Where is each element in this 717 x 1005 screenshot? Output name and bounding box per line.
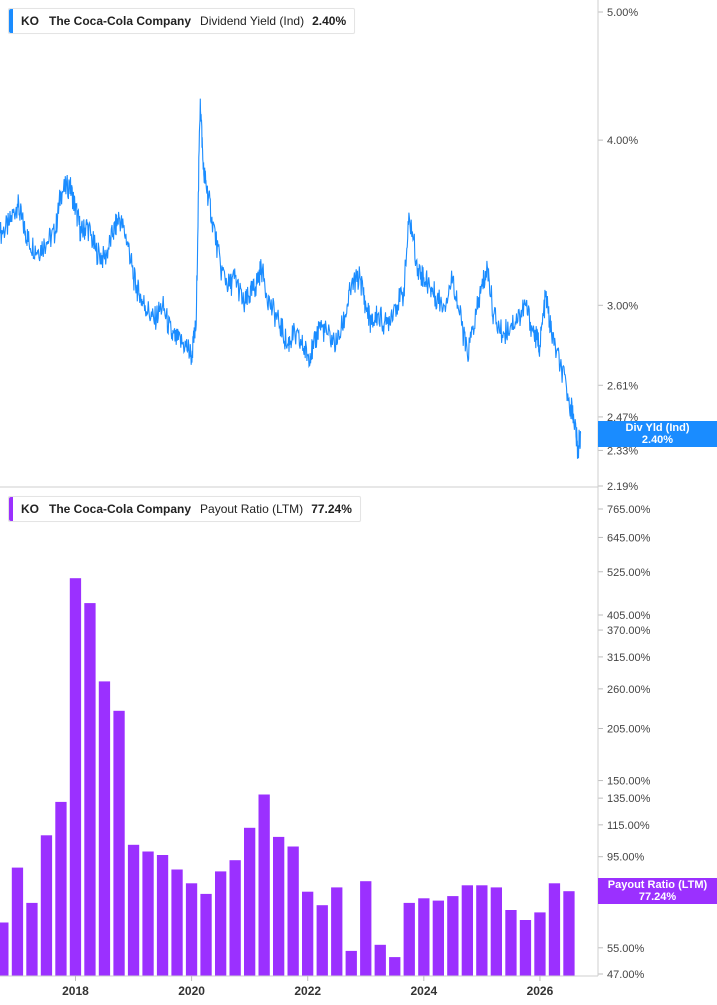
payout-ratio-bar bbox=[331, 887, 343, 976]
payout-ratio-y-axis: 765.00% 645.00% 525.00% 405.00% 370.00% 315.0… bbox=[598, 504, 651, 981]
dividend-yield-line bbox=[0, 98, 582, 459]
payout-ratio-bar bbox=[69, 578, 82, 976]
payout-ratio-bar bbox=[505, 910, 517, 976]
payout-ratio-bar bbox=[302, 891, 314, 976]
payout-ratio-bar bbox=[215, 871, 227, 976]
payout-ratio-bar bbox=[0, 922, 9, 976]
payout-ratio-bar bbox=[360, 881, 372, 976]
y-tick-label: 115.00% bbox=[607, 820, 650, 832]
payout-ratio-bar bbox=[84, 603, 96, 976]
payout-ratio-legend: KO The Coca-Cola Company Payout Ratio (L… bbox=[8, 496, 361, 522]
y-tick-label: 315.00% bbox=[607, 652, 651, 664]
y-tick-label: 765.00% bbox=[607, 504, 651, 516]
badge-label: Div Yld (Ind) bbox=[625, 422, 690, 434]
payout-ratio-bar bbox=[11, 867, 24, 976]
payout-ratio-bar bbox=[389, 957, 401, 976]
x-tick-label: 2024 bbox=[410, 984, 437, 998]
payout-ratio-bar bbox=[98, 681, 111, 976]
payout-ratio-bar bbox=[244, 827, 256, 976]
y-tick-label: 95.00% bbox=[607, 852, 645, 864]
payout-ratio-bar bbox=[374, 944, 386, 976]
y-tick-label: 5.00% bbox=[607, 7, 638, 19]
dividend-yield-current-badge: Div Yld (Ind) 2.40% bbox=[598, 421, 717, 447]
y-tick-label: 4.00% bbox=[607, 135, 638, 147]
badge-value: 2.40% bbox=[641, 434, 674, 446]
y-tick-label: 645.00% bbox=[607, 532, 651, 544]
y-tick-label: 2.47% bbox=[607, 412, 638, 424]
y-tick-label: 370.00% bbox=[607, 625, 651, 637]
payout-ratio-bar bbox=[113, 710, 125, 976]
y-tick-label: 3.00% bbox=[607, 300, 638, 312]
y-tick-label: 55.00% bbox=[607, 943, 645, 955]
payout-ratio-bar bbox=[432, 900, 444, 976]
payout-ratio-bar bbox=[447, 896, 459, 976]
y-tick-label: 405.00% bbox=[607, 610, 651, 622]
x-tick-label: 2026 bbox=[527, 984, 554, 998]
dividend-yield-panel: 5.00% 4.00% 3.00% 2.61% 2.47% 2.33% 2.19% bbox=[0, 7, 638, 493]
legend-color-swatch bbox=[9, 9, 13, 33]
legend-company: The Coca-Cola Company bbox=[49, 502, 192, 516]
payout-ratio-bar bbox=[229, 860, 241, 976]
payout-ratio-bar bbox=[490, 887, 502, 976]
payout-ratio-bar bbox=[316, 905, 328, 976]
payout-ratio-bar bbox=[26, 902, 38, 976]
payout-ratio-bar bbox=[156, 855, 169, 976]
legend-value: 2.40% bbox=[312, 14, 347, 28]
payout-ratio-bar bbox=[287, 846, 299, 976]
legend-metric: Payout Ratio (LTM) bbox=[200, 502, 304, 516]
payout-ratio-bar bbox=[476, 885, 488, 976]
payout-ratio-bar bbox=[171, 869, 183, 976]
legend-metric: Dividend Yield (Ind) bbox=[200, 14, 305, 28]
y-tick-label: 47.00% bbox=[607, 969, 645, 981]
legend-color-swatch bbox=[9, 497, 13, 521]
badge-value: 77.24% bbox=[638, 891, 677, 903]
badge-label: Payout Ratio (LTM) bbox=[607, 879, 708, 891]
payout-ratio-bar bbox=[418, 898, 430, 976]
payout-ratio-bar bbox=[548, 883, 561, 976]
legend-ticker: KO bbox=[21, 14, 39, 28]
x-tick-label: 2022 bbox=[294, 984, 321, 998]
y-tick-label: 150.00% bbox=[607, 776, 651, 788]
payout-ratio-bar bbox=[345, 950, 357, 976]
legend-company: The Coca-Cola Company bbox=[49, 14, 192, 28]
x-axis-ticks: 2018 2020 2022 2024 2026 bbox=[62, 976, 554, 998]
payout-ratio-bar bbox=[563, 891, 575, 976]
payout-ratio-panel: 765.00% 645.00% 525.00% 405.00% 370.00% 315.0… bbox=[0, 504, 651, 981]
y-tick-label: 2.33% bbox=[607, 445, 638, 457]
x-tick-label: 2018 bbox=[62, 984, 89, 998]
dividend-yield-y-axis: 5.00% 4.00% 3.00% 2.61% 2.47% 2.33% 2.19% bbox=[598, 7, 638, 493]
payout-ratio-bar bbox=[403, 902, 415, 976]
payout-ratio-bar bbox=[185, 883, 198, 976]
legend-value: 77.24% bbox=[311, 502, 352, 516]
payout-ratio-bar bbox=[519, 920, 532, 976]
x-tick-label: 2020 bbox=[178, 984, 205, 998]
y-tick-label: 2.61% bbox=[607, 380, 638, 392]
y-tick-label: 135.00% bbox=[607, 793, 651, 805]
payout-ratio-bar bbox=[200, 893, 212, 976]
payout-ratio-bar bbox=[55, 801, 67, 976]
y-tick-label: 205.00% bbox=[607, 723, 651, 735]
payout-ratio-bar bbox=[534, 912, 546, 976]
legend-ticker: KO bbox=[21, 502, 39, 516]
payout-ratio-bar bbox=[273, 836, 285, 976]
payout-ratio-bar bbox=[127, 844, 140, 976]
payout-ratio-bar bbox=[40, 835, 53, 976]
y-tick-label: 525.00% bbox=[607, 567, 651, 579]
payout-ratio-bar bbox=[461, 885, 473, 976]
payout-ratio-bar bbox=[142, 851, 154, 976]
y-tick-label: 2.19% bbox=[607, 481, 638, 493]
dividend-yield-legend: KO The Coca-Cola Company Dividend Yield … bbox=[8, 8, 356, 34]
payout-ratio-current-badge: Payout Ratio (LTM) 77.24% bbox=[598, 878, 717, 904]
payout-ratio-bar bbox=[258, 794, 270, 976]
payout-ratio-bars bbox=[0, 578, 575, 976]
y-tick-label: 260.00% bbox=[607, 684, 651, 696]
